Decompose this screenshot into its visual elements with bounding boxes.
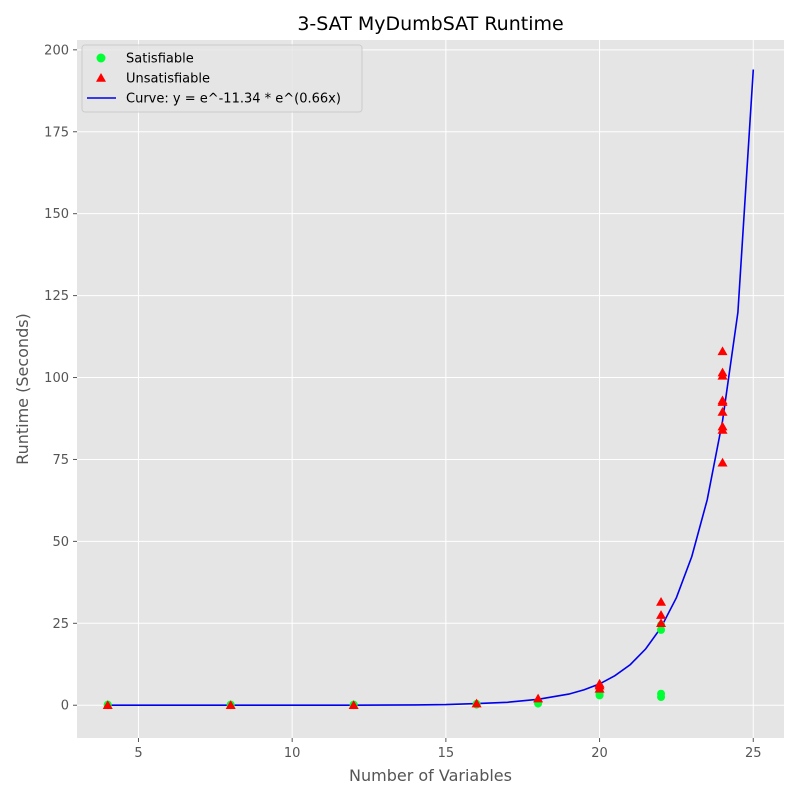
chart-title: 3-SAT MyDumbSAT Runtime [297,13,563,35]
unsatisfiable-point-2 [348,700,359,709]
x-axis-label: Number of Variables [349,766,512,785]
y-axis-label: Runtime (Seconds) [13,313,32,465]
unsatisfiable-point-0 [102,700,113,709]
y-tick-label-8: 200 [44,43,69,58]
unsatisfiable-point-13 [717,421,728,431]
legend-unsatisfiable-marker [96,73,106,82]
unsatisfiable-point-10 [656,597,667,606]
unsatisfiable-point-18 [717,367,728,377]
curve-layer [107,69,755,707]
x-tick-label-2: 15 [438,746,455,761]
unsatisfiable-point-14 [717,406,728,416]
plot-area [77,40,784,738]
y-tick-label-2: 50 [52,535,69,550]
y-tick-label-0: 0 [61,699,69,714]
x-tick-label-0: 5 [134,746,142,761]
y-tick-label-3: 75 [52,453,69,468]
unsatisfiable-point-4 [533,693,544,703]
unsatisfiable-point-11 [717,457,728,467]
series-curve-line [107,69,755,707]
unsatisfiable-point-16 [717,395,728,405]
legend-curve-label: Curve: y = e^-11.34 * e^(0.66x) [126,92,341,107]
legend-box [81,44,363,113]
legend-satisfiable-label: Satisfiable [126,52,194,67]
unsatisfiable-point-7 [594,678,605,688]
x-tick-label-1: 10 [284,746,301,761]
satisfiable-point-14 [657,689,666,698]
axis-ticks: 5 10 15 20 25 0 25 50 75 100 125 150 175 200 [44,43,761,761]
y-tick-label-4: 100 [44,371,69,386]
y-tick-label-5: 125 [44,289,69,304]
unsatisfiable-point-9 [656,610,667,619]
unsatisfiable-point-3 [471,698,482,708]
legend-satisfiable-marker [96,53,106,63]
grid [77,40,784,738]
x-tick-label-4: 25 [745,746,762,761]
unsatisfiable-point-8 [656,618,667,628]
y-tick-label-7: 175 [44,125,69,140]
unsatisfiable-point-1 [225,700,236,709]
x-tick-label-3: 20 [591,746,608,761]
points-layer [102,346,728,710]
y-tick-label-6: 150 [44,207,69,222]
y-tick-label-1: 25 [52,617,69,632]
legend-unsatisfiable-label: Unsatisfiable [126,72,210,87]
unsatisfiable-point-19 [717,346,728,356]
legend: Satisfiable Unsatisfiable Curve: y = e^-… [81,44,363,113]
